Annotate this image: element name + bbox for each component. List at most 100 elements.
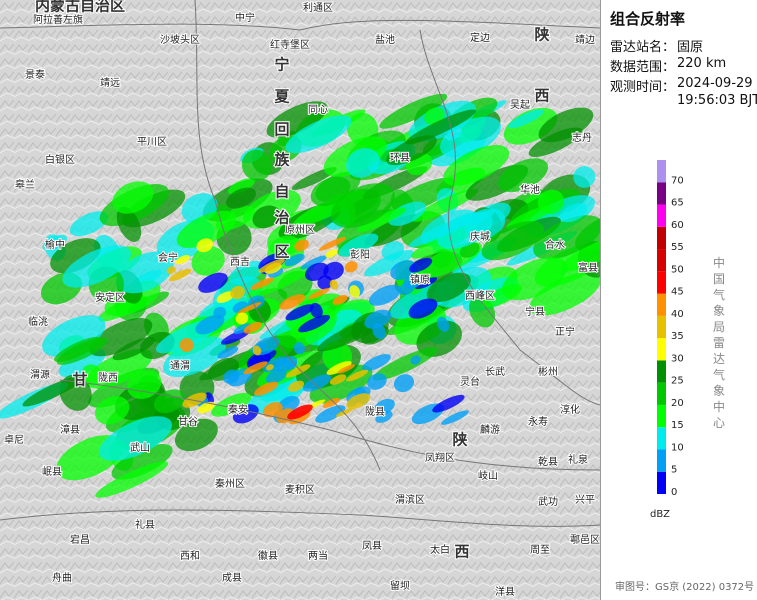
- echo: [409, 257, 433, 273]
- place-label: 彭阳: [350, 248, 370, 261]
- echo: [111, 443, 173, 480]
- region-label: 夏: [273, 88, 290, 106]
- echo: [266, 101, 328, 138]
- legend-swatch: [657, 471, 666, 494]
- echo: [344, 261, 358, 273]
- info-value: 2024-09-29: [677, 76, 753, 91]
- echo: [388, 201, 426, 226]
- echo: [368, 284, 402, 306]
- echo: [335, 407, 354, 417]
- echo: [326, 361, 352, 375]
- place-label: 成县: [222, 572, 242, 584]
- place-label: 岷县: [42, 466, 62, 478]
- place-label: 洋县: [495, 585, 515, 598]
- echo: [329, 279, 339, 290]
- echo: [529, 272, 600, 316]
- echo: [346, 148, 380, 178]
- place-label: 麟游: [480, 423, 500, 436]
- echo: [230, 286, 245, 300]
- echo: [337, 364, 355, 374]
- legend-tick-label: 60: [671, 220, 684, 231]
- echo: [309, 302, 323, 319]
- legend-swatch: [657, 293, 666, 316]
- echo: [211, 392, 252, 417]
- place-label: 长武: [485, 365, 505, 378]
- echo: [115, 251, 174, 294]
- place-label: 阿拉善左旗: [33, 13, 83, 26]
- echo: [252, 205, 281, 229]
- echo: [233, 323, 252, 335]
- legend-swatch: [657, 160, 666, 183]
- echo: [174, 418, 218, 452]
- place-label: 秦州区: [215, 477, 245, 490]
- legend-swatch: [657, 182, 666, 205]
- echo: [226, 187, 256, 209]
- echo: [153, 389, 185, 414]
- echo: [191, 246, 225, 276]
- echo: [222, 369, 240, 384]
- place-label: 华池: [520, 183, 540, 196]
- place-label: 舟曲: [52, 571, 72, 584]
- echo: [116, 206, 142, 242]
- legend-unit: dBZ: [650, 509, 670, 520]
- echo: [443, 145, 510, 186]
- region-label: 区: [274, 243, 289, 261]
- place-label: 漳县: [60, 423, 80, 436]
- place-label: 渭滨区: [395, 493, 425, 506]
- region-label: 族: [274, 151, 290, 169]
- legend-tick-label: 0: [671, 487, 677, 498]
- echo: [437, 316, 450, 332]
- echo: [81, 364, 102, 386]
- echo: [58, 348, 106, 378]
- echo: [298, 314, 331, 333]
- echo: [22, 375, 86, 407]
- echo: [408, 298, 438, 319]
- echo: [302, 374, 332, 392]
- echo: [322, 397, 341, 408]
- legend-swatch: [657, 315, 666, 339]
- region-label: 回: [274, 121, 289, 139]
- legend-swatch: [657, 404, 666, 428]
- legend-tick-label: 35: [671, 331, 684, 342]
- echo: [179, 338, 194, 353]
- echo: [127, 370, 162, 399]
- region-label: 内蒙古自治区: [35, 0, 125, 15]
- place-label: 定边: [470, 31, 490, 44]
- echo: [274, 356, 298, 373]
- echo: [304, 262, 329, 282]
- credit: 中国气象局雷达气象中心: [713, 256, 726, 430]
- place-label: 正宁: [555, 325, 575, 338]
- echo: [217, 346, 239, 359]
- region-label: 自: [274, 183, 289, 201]
- echo: [196, 238, 213, 253]
- echo: [285, 304, 315, 321]
- echo: [403, 273, 424, 289]
- echo: [332, 295, 348, 305]
- legend: 0 5 10 15 20 25 30 35 40 45 50 55 60 65 70 dBZ: [650, 160, 684, 520]
- region-label: 西: [454, 543, 469, 561]
- place-label: 甘谷: [178, 415, 198, 428]
- info-value: 220 km: [677, 56, 727, 71]
- echo: [432, 394, 465, 413]
- echo: [216, 291, 235, 304]
- legend-tick-label: 10: [671, 442, 684, 453]
- echo: [94, 396, 130, 425]
- legend-swatch: [657, 226, 666, 250]
- place-label: 榆中: [45, 238, 65, 251]
- place-label: 周至: [530, 544, 550, 556]
- place-label: 利通区: [303, 2, 333, 14]
- legend-swatch: [657, 338, 666, 361]
- region-label: 陕: [534, 26, 549, 44]
- echo: [300, 255, 328, 270]
- place-label: 盐池: [375, 33, 395, 46]
- info-label: 数据范围：: [610, 60, 676, 75]
- place-label: 平川区: [137, 136, 167, 148]
- legend-swatch: [657, 360, 666, 383]
- echo: [372, 347, 438, 381]
- info-value: 19:56:03 BJT: [677, 93, 757, 108]
- echo: [412, 188, 479, 222]
- echo: [213, 306, 227, 319]
- echo: [247, 349, 277, 367]
- info-panel: 组合反射率 雷达站名： 固原 数据范围： 220 km 观测时间： 2024-0…: [600, 0, 757, 600]
